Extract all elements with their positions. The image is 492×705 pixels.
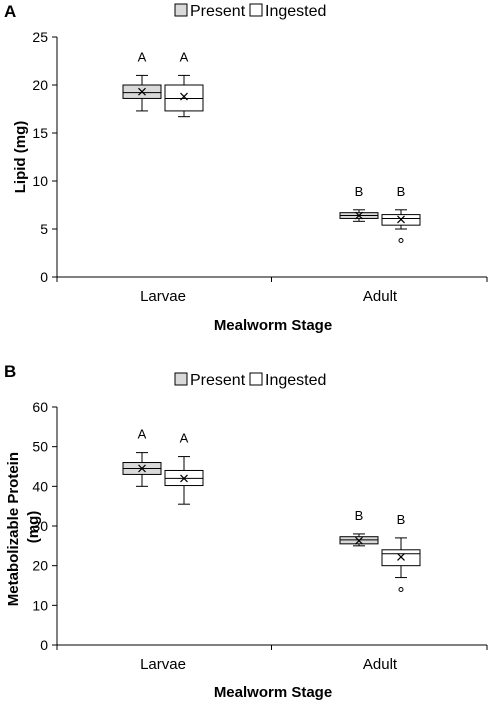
significance-letter: B xyxy=(397,184,406,199)
outlier-point xyxy=(398,586,404,592)
box-ingested-larvae: A xyxy=(164,431,204,505)
legend-ingested-swatch xyxy=(249,372,263,386)
mean-marker xyxy=(355,536,363,545)
box-present-larvae: A xyxy=(122,427,162,487)
x-category-label: Larvae xyxy=(140,656,186,673)
legend-present-label: Present xyxy=(190,3,246,20)
box-ingested-adult: B xyxy=(381,512,421,592)
legend-ingested-swatch xyxy=(249,3,263,17)
mean-marker xyxy=(397,553,405,561)
panel-a-x-axis-title: Mealworm Stage xyxy=(214,317,332,334)
panel-b-y-axis-title: Metabolizable Protein (mg) xyxy=(5,448,42,606)
significance-letter: A xyxy=(138,427,147,442)
legend-ingested-label: Ingested xyxy=(265,372,326,389)
panel-a-y-axis-title: Lipid (mg) xyxy=(12,121,29,193)
panel-b-y-axis-title-line-1: Metabolizable Protein xyxy=(5,452,22,606)
y-tick-label: 60 xyxy=(32,399,48,415)
panel-a-legend: Present Ingested xyxy=(174,3,326,20)
significance-letter: B xyxy=(355,184,364,199)
panel-b: B Present Ingested Metabolizable Protein… xyxy=(4,362,488,701)
y-tick-label: 20 xyxy=(32,558,48,574)
y-tick-label: 15 xyxy=(32,125,48,141)
x-category-label: Adult xyxy=(363,656,398,673)
legend-ingested-label: Ingested xyxy=(265,3,326,20)
y-tick-label: 10 xyxy=(32,597,48,613)
x-category-label: Adult xyxy=(363,288,398,305)
significance-letter: A xyxy=(180,49,189,64)
legend-present-swatch xyxy=(174,372,188,386)
panel-b-y-axis-title-line-2: (mg) xyxy=(25,511,42,544)
legend-present-swatch xyxy=(174,3,188,17)
box-present-adult: B xyxy=(339,508,379,547)
box-present-larvae: A xyxy=(122,49,162,112)
box-ingested-adult: B xyxy=(381,184,421,244)
y-tick-label: 20 xyxy=(32,77,48,93)
legend-present-label: Present xyxy=(190,372,246,389)
x-category-label: Larvae xyxy=(140,288,186,305)
box-present-adult: B xyxy=(339,184,379,222)
significance-letter: A xyxy=(180,431,189,446)
y-tick-label: 0 xyxy=(40,637,48,653)
significance-letter: A xyxy=(138,49,147,64)
panel-b-label: B xyxy=(4,362,16,381)
panel-b-plot: 0 10 20 30 40 50 60 Larvae Adult A B A B xyxy=(32,399,488,673)
box-ingested-larvae: A xyxy=(164,49,204,118)
mean-marker xyxy=(397,215,405,224)
panel-a-label: A xyxy=(4,2,16,21)
y-tick-label: 5 xyxy=(40,221,48,237)
y-tick-label: 40 xyxy=(32,478,48,494)
y-tick-label: 0 xyxy=(40,269,48,285)
y-tick-label: 25 xyxy=(32,29,48,45)
mean-marker xyxy=(138,87,146,96)
y-tick-label: 50 xyxy=(32,439,48,455)
significance-letter: B xyxy=(397,512,406,527)
outlier-point xyxy=(398,238,404,244)
significance-letter: B xyxy=(355,508,364,523)
panel-a: A Present Ingested Lipid (mg) Mealworm S… xyxy=(4,2,488,334)
panel-a-plot: 0 5 10 15 20 25 Larvae Adult A B A B xyxy=(32,29,488,305)
panel-b-x-axis-title: Mealworm Stage xyxy=(214,684,332,701)
y-tick-label: 30 xyxy=(32,518,48,534)
mean-marker xyxy=(180,474,188,483)
mean-marker xyxy=(355,211,363,220)
y-tick-label: 10 xyxy=(32,173,48,189)
mean-marker xyxy=(138,464,146,473)
mean-marker xyxy=(180,92,188,101)
panel-b-legend: Present Ingested xyxy=(174,372,326,389)
